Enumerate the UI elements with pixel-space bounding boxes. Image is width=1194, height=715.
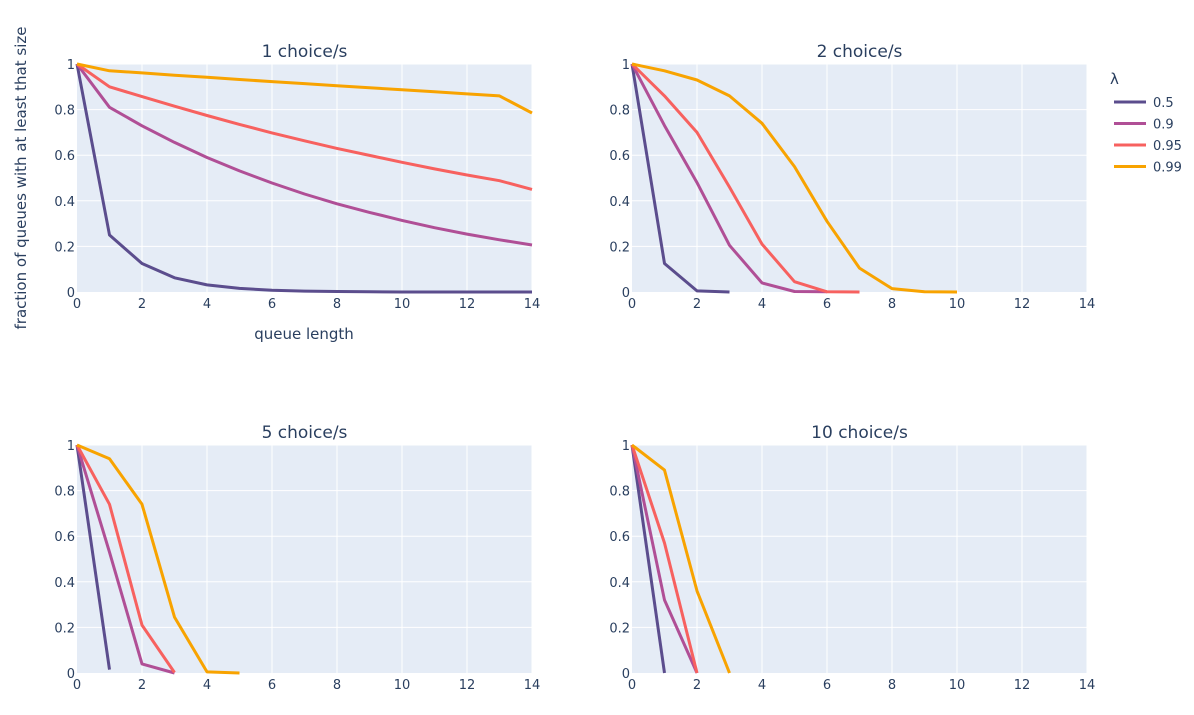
y-tick-label: 0.8 — [609, 485, 630, 500]
x-tick-label: 2 — [693, 297, 701, 312]
legend-label: 0.99 — [1153, 161, 1182, 176]
series-line-0.95 — [630, 444, 699, 674]
x-tick-label: 14 — [524, 678, 541, 693]
x-tick-label: 6 — [823, 678, 831, 693]
x-tick-label: 4 — [203, 678, 211, 693]
y-tick-label: 0.6 — [54, 530, 75, 545]
y-tick-label: 0.8 — [54, 485, 75, 500]
y-tick-label: 0.4 — [609, 195, 630, 210]
x-tick-label: 8 — [333, 678, 341, 693]
y-tick-label: 1 — [67, 439, 75, 454]
x-tick-label: 4 — [758, 678, 766, 693]
x-tick-label: 6 — [268, 678, 276, 693]
x-tick-label: 14 — [1079, 297, 1096, 312]
x-axis-title: queue length — [254, 325, 354, 343]
y-tick-label: 0.4 — [54, 576, 75, 591]
y-tick-label: 0.4 — [609, 576, 630, 591]
x-tick-label: 10 — [394, 678, 411, 693]
x-tick-label: 12 — [459, 297, 476, 312]
y-tick-label: 1 — [67, 58, 75, 73]
legend-title: λ — [1110, 70, 1119, 88]
subplot-title: 2 choice/s — [817, 42, 903, 62]
x-tick-label: 8 — [888, 297, 896, 312]
x-tick-label: 4 — [758, 297, 766, 312]
plot-area — [632, 64, 1087, 292]
legend-item[interactable]: 0.99 — [1114, 161, 1182, 176]
y-tick-label: 0.8 — [54, 104, 75, 119]
y-tick-label: 0.2 — [609, 621, 630, 636]
y-tick-label: 0.6 — [609, 530, 630, 545]
x-tick-label: 2 — [693, 678, 701, 693]
subplot-title: 5 choice/s — [262, 423, 348, 443]
subplot-3: 0 2 4 6 8 10 12 14 0 0.2 0.4 0.6 0.8 1 5 choice/s — [54, 423, 540, 693]
series-line-0.5 — [630, 444, 666, 674]
series-line-0.5 — [75, 444, 111, 670]
y-tick-label: 0 — [622, 667, 630, 682]
subplot-title: 10 choice/s — [811, 423, 908, 443]
x-tick-label: 12 — [459, 678, 476, 693]
series-line-0.5 — [630, 63, 730, 294]
series-line-0.99 — [76, 62, 533, 115]
series-line-0.5 — [75, 63, 532, 294]
series-line-0.99 — [631, 62, 958, 294]
y-tick-label: 0.8 — [609, 104, 630, 119]
plot-area — [77, 64, 532, 292]
x-tick-label: 14 — [1079, 678, 1096, 693]
y-tick-label: 0 — [622, 286, 630, 301]
series-line-0.99 — [631, 443, 731, 674]
y-tick-label: 0 — [67, 667, 75, 682]
x-tick-label: 10 — [394, 297, 411, 312]
x-tick-label: 12 — [1014, 678, 1031, 693]
x-tick-label: 2 — [138, 678, 146, 693]
x-tick-label: 8 — [333, 297, 341, 312]
y-tick-label: 1 — [622, 58, 630, 73]
legend-label: 0.95 — [1153, 139, 1182, 154]
x-tick-label: 6 — [823, 297, 831, 312]
legend-label: 0.5 — [1153, 96, 1174, 111]
x-tick-label: 10 — [949, 297, 966, 312]
legend-item[interactable]: 0.95 — [1114, 139, 1182, 154]
y-tick-label: 0.6 — [609, 149, 630, 164]
y-tick-label: 0.2 — [54, 240, 75, 255]
series-line-0.9 — [75, 444, 175, 675]
x-tick-label: 0 — [73, 297, 81, 312]
legend-item[interactable]: 0.9 — [1114, 118, 1174, 133]
legend-item[interactable]: 0.5 — [1114, 96, 1174, 111]
x-tick-label: 14 — [524, 297, 541, 312]
subplot-4: 0 2 4 6 8 10 12 14 0 0.2 0.4 0.6 0.8 1 10 choice/s — [609, 423, 1095, 693]
plot-area — [77, 445, 532, 673]
x-tick-label: 8 — [888, 678, 896, 693]
x-tick-label: 2 — [138, 297, 146, 312]
x-tick-label: 12 — [1014, 297, 1031, 312]
plot-area — [632, 445, 1087, 673]
y-tick-label: 1 — [622, 439, 630, 454]
series-line-0.9 — [75, 63, 533, 247]
x-tick-label: 0 — [628, 297, 636, 312]
y-tick-label: 0.6 — [54, 149, 75, 164]
x-tick-label: 10 — [949, 678, 966, 693]
series-line-0.95 — [75, 444, 176, 674]
series-line-0.95 — [630, 62, 860, 294]
x-tick-label: 4 — [203, 297, 211, 312]
x-tick-label: 6 — [268, 297, 276, 312]
subplot-1: 0 2 4 6 8 10 12 14 0 0.2 0.4 0.6 0.8 1 1 choice/s — [54, 42, 540, 312]
subplot-title: 1 choice/s — [262, 42, 348, 62]
series-line-0.95 — [76, 62, 533, 191]
y-tick-label: 0.2 — [609, 240, 630, 255]
legend-label: 0.9 — [1153, 118, 1174, 133]
y-tick-label: 0.2 — [54, 621, 75, 636]
y-axis-title: fraction of queues with at least that si… — [12, 27, 30, 330]
x-tick-label: 0 — [73, 678, 81, 693]
subplot-2: 0 2 4 6 8 10 12 14 0 0.2 0.4 0.6 0.8 1 2 choice/s — [609, 42, 1095, 312]
series-line-0.9 — [630, 63, 828, 294]
y-tick-label: 0.4 — [54, 195, 75, 210]
legend[interactable]: λ 0.5 0.9 0.95 0.99 — [1110, 70, 1182, 176]
series-line-0.9 — [630, 444, 699, 674]
y-tick-label: 0 — [67, 286, 75, 301]
x-tick-label: 0 — [628, 678, 636, 693]
series-line-0.99 — [76, 443, 240, 675]
